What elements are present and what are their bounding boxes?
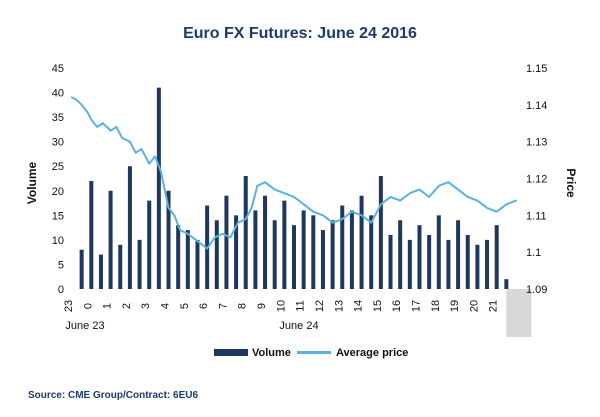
- left-y-tick: 45: [52, 63, 64, 75]
- volume-bar: [436, 215, 441, 289]
- chart-title: Euro FX Futures: June 24 2016: [183, 25, 417, 42]
- left-y-tick: 35: [52, 112, 64, 124]
- volume-bar: [263, 195, 268, 289]
- volume-bar: [224, 195, 229, 289]
- date-label-june-24: June 24: [279, 320, 318, 332]
- volume-bar: [272, 220, 277, 289]
- volume-bar: [253, 210, 258, 289]
- volume-bar: [185, 230, 190, 289]
- x-tick-label: 16: [391, 300, 403, 312]
- shaded-range: [506, 289, 532, 337]
- right-y-tick: 1.15: [526, 63, 547, 75]
- volume-bar: [292, 225, 296, 289]
- volume-bar: [485, 239, 490, 289]
- volume-bar: [330, 220, 335, 289]
- volume-bar: [456, 220, 461, 289]
- volume-bar: [494, 225, 499, 289]
- volume-bar: [137, 239, 142, 289]
- volume-bar: [127, 166, 132, 289]
- volume-bar: [349, 210, 354, 289]
- right-y-tick: 1.13: [526, 137, 547, 149]
- left-y-tick: 30: [52, 137, 64, 149]
- x-tick-label: 7: [217, 303, 229, 309]
- x-tick-label: 11: [295, 300, 307, 311]
- x-tick-label: 14: [353, 300, 365, 312]
- right-y-tick: 1.14: [526, 100, 547, 112]
- volume-bar: [118, 244, 123, 289]
- volume-bar: [214, 220, 219, 289]
- left-y-tick: 15: [52, 210, 64, 222]
- right-y-tick: 1.12: [526, 174, 547, 186]
- left-y-tick: 5: [58, 259, 64, 271]
- legend-price-label: Average price: [336, 347, 408, 359]
- right-y-tick: 1.1: [526, 247, 541, 259]
- volume-bar: [369, 215, 374, 289]
- volume-bar: [388, 234, 393, 289]
- legend-volume-label: Volume: [252, 347, 291, 359]
- volume-bar: [407, 239, 412, 289]
- volume-bar: [234, 215, 239, 289]
- volume-bar: [311, 215, 316, 289]
- volume-bar: [378, 176, 383, 289]
- x-tick-label: 1: [102, 303, 114, 309]
- legend-volume-swatch: [214, 349, 248, 356]
- volume-bar: [398, 220, 403, 289]
- date-label-june-23: June 23: [65, 320, 104, 332]
- legend: Volume Average price: [214, 347, 408, 359]
- left-axis-title: Volume: [25, 161, 39, 204]
- volume-bar: [427, 234, 432, 289]
- volume-bar: [320, 230, 325, 289]
- average-price-line: [71, 96, 517, 250]
- x-tick-label: 3: [140, 303, 152, 309]
- right-axis-title: Price: [564, 168, 578, 198]
- volume-bar: [147, 200, 152, 289]
- volume-bar: [79, 249, 84, 289]
- volume-bar: [465, 234, 470, 289]
- x-tick-label: 6: [198, 303, 210, 309]
- volume-bar: [108, 190, 113, 289]
- x-tick-label: 10: [275, 300, 287, 312]
- volume-bar: [98, 254, 103, 289]
- x-tick-label: 18: [430, 300, 442, 312]
- volume-bar: [475, 244, 480, 289]
- source-note: Source: CME Group/Contract: 6EU6: [28, 390, 198, 401]
- left-y-tick: 40: [52, 88, 64, 100]
- x-tick-label: 19: [449, 300, 461, 312]
- volume-bar: [446, 239, 451, 289]
- volume-bar: [89, 180, 94, 289]
- plot-area: 0510152025303540451.091.11.111.121.131.1…: [52, 63, 547, 337]
- x-tick-label: 8: [237, 303, 249, 309]
- volume-bar: [340, 205, 345, 289]
- x-tick-label: 15: [372, 300, 384, 312]
- x-tick-label: 17: [410, 300, 422, 312]
- x-tick-label: 21: [488, 300, 500, 312]
- x-tick-label: 12: [314, 300, 326, 312]
- x-tick-label: 9: [256, 303, 268, 309]
- left-y-tick: 25: [52, 161, 64, 173]
- x-tick-label: 23: [63, 300, 75, 312]
- volume-bar: [417, 225, 422, 289]
- volume-bar: [195, 239, 200, 289]
- volume-bar: [359, 195, 364, 289]
- x-tick-label: 5: [179, 303, 191, 309]
- volume-bar: [156, 87, 161, 290]
- x-tick-label: 2: [121, 303, 133, 309]
- volume-bar: [504, 279, 509, 289]
- left-y-tick: 10: [52, 235, 64, 247]
- x-tick-label: 4: [160, 303, 172, 309]
- left-y-tick: 0: [58, 284, 64, 296]
- right-y-tick: 1.11: [526, 210, 547, 222]
- x-tick-label: 13: [333, 300, 345, 312]
- volume-bar: [166, 190, 171, 289]
- volume-bar: [243, 176, 248, 289]
- right-y-tick: 1.09: [526, 284, 547, 296]
- volume-bar: [176, 225, 181, 289]
- volume-bar: [301, 210, 306, 289]
- x-tick-label: 0: [82, 303, 94, 309]
- x-tick-label: 20: [468, 300, 480, 312]
- left-y-tick: 20: [52, 186, 64, 198]
- volume-bar: [282, 200, 287, 289]
